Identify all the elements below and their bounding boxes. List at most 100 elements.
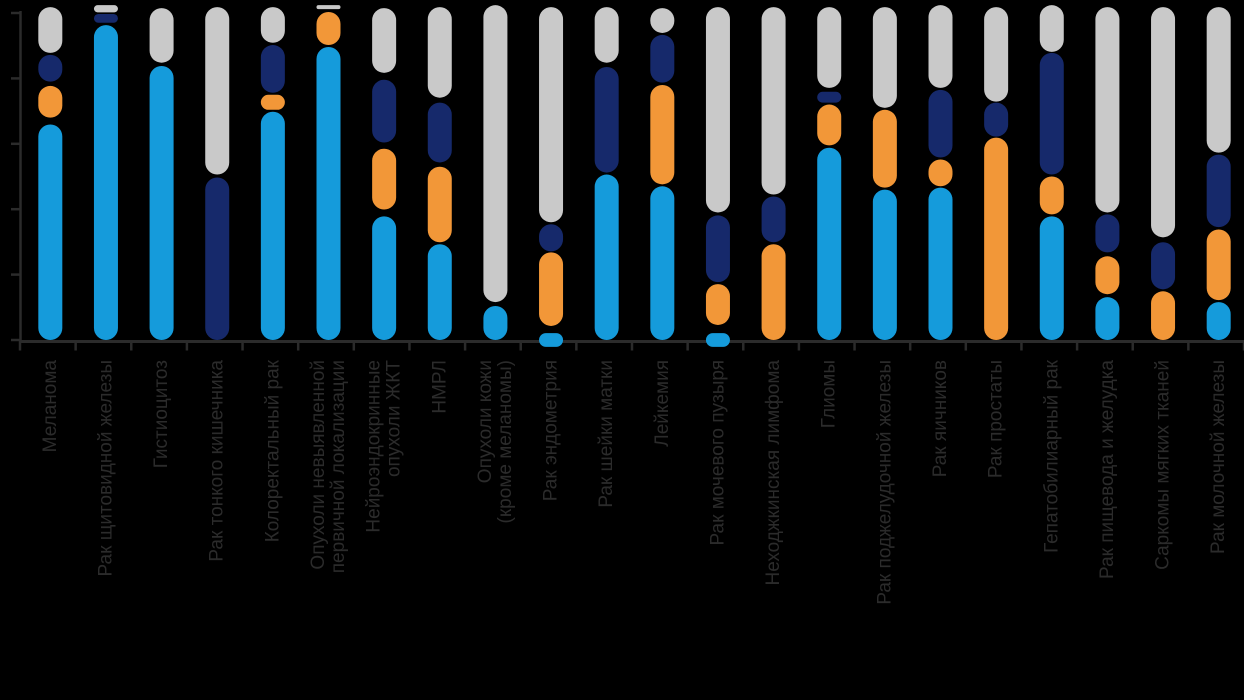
segment-gray-segment (539, 7, 564, 223)
segment-navy-segment (1095, 214, 1120, 253)
segment-light-blue-segment (1039, 216, 1064, 340)
segment-gray-segment (1039, 5, 1064, 52)
segment-orange-segment (817, 104, 842, 146)
segment-orange-segment (872, 109, 897, 188)
segment-light-blue-segment (372, 216, 397, 340)
segment-light-blue-segment (705, 333, 730, 347)
segment-orange-segment (1039, 176, 1064, 215)
category-label: Нейроэндокринные (364, 360, 385, 533)
segment-gray-segment (1095, 7, 1120, 213)
category-label: Колоректальный рак (262, 359, 283, 542)
segment-navy-segment (984, 102, 1009, 137)
segment-navy-segment (1039, 52, 1064, 175)
segment-orange-segment (761, 244, 786, 340)
segment-orange-segment (38, 85, 63, 118)
category-label: Рак щитовидной железы (95, 360, 116, 577)
category-label: Опухоли невыявленной (308, 360, 329, 570)
segment-orange-segment (316, 12, 341, 46)
category-label: Гистиоцитоз (151, 360, 172, 468)
segment-orange-segment (539, 252, 564, 326)
category-label: Рак поджелудочной железы (874, 360, 895, 605)
segment-gray-segment (984, 7, 1009, 102)
category-label: Меланома (40, 360, 61, 453)
category-label: Рак эндометрия (541, 360, 562, 501)
segment-light-blue-segment (149, 65, 174, 340)
segment-light-blue-segment (483, 305, 508, 340)
segment-gray-segment (93, 5, 118, 13)
segment-orange-segment (260, 94, 285, 110)
segment-navy-segment (1206, 154, 1231, 228)
category-label: первичной локализации (328, 360, 349, 573)
segment-orange-segment (427, 166, 452, 243)
category-label: (кроме меланомы) (495, 360, 516, 523)
segment-navy-segment (1151, 242, 1176, 290)
segment-navy-segment (761, 196, 786, 243)
segment-gray-segment (928, 5, 953, 88)
category-label: Лейкемия (652, 360, 673, 447)
segment-light-blue-segment (1206, 302, 1231, 340)
segment-light-blue-segment (594, 174, 619, 340)
category-label: Рак пищевода и желудка (1097, 360, 1118, 579)
segment-light-blue-segment (872, 189, 897, 340)
category-label: Рак тонкого кишечника (207, 360, 228, 562)
segment-navy-segment (594, 66, 619, 173)
segment-light-blue-segment (928, 187, 953, 340)
segment-light-blue-segment (38, 124, 63, 341)
segment-navy-segment (650, 34, 675, 83)
segment-light-blue-segment (427, 244, 452, 340)
segment-orange-segment (984, 137, 1009, 340)
segment-gray-segment (594, 7, 619, 63)
segment-gray-segment (149, 8, 174, 63)
segment-navy-segment (372, 79, 397, 143)
segment-navy-segment (427, 102, 452, 163)
category-label: Саркомы мягких тканей (1153, 360, 1174, 570)
segment-light-blue-segment (817, 147, 842, 340)
segment-light-blue-segment (93, 25, 118, 340)
segment-light-blue-segment (650, 186, 675, 340)
segment-gray-segment (1206, 7, 1231, 153)
segment-navy-segment (705, 215, 730, 283)
segment-light-blue-segment (260, 111, 285, 340)
segment-gray-segment (761, 7, 786, 195)
segment-gray-segment (205, 7, 230, 175)
segment-orange-segment (1095, 256, 1120, 295)
category-label: Рак простаты (986, 360, 1007, 478)
category-label: Рак шейки матки (596, 360, 617, 508)
segment-gray-segment (427, 7, 452, 98)
segment-light-blue-segment (316, 47, 341, 341)
category-label: НМРЛ (429, 360, 450, 414)
segment-orange-segment (928, 159, 953, 187)
category-label: опухоли ЖКТ (384, 360, 405, 477)
category-label: Рак яичников (930, 360, 951, 477)
segment-gray-segment (872, 7, 897, 108)
segment-gray-segment (372, 8, 397, 73)
category-label: Неходжкинская лимфома (763, 360, 784, 586)
segment-gray-segment (38, 7, 63, 53)
segment-navy-segment (38, 54, 63, 82)
segment-orange-segment (1206, 229, 1231, 301)
segment-gray-segment (650, 8, 675, 33)
category-label: Глиомы (819, 360, 840, 428)
segment-navy-segment (817, 91, 842, 103)
segment-gray-segment (1151, 7, 1176, 238)
segment-navy-segment (93, 13, 118, 23)
segment-gray-segment (483, 5, 508, 303)
category-label: Рак мочевого пузыря (707, 360, 728, 545)
segment-gray-segment (817, 7, 842, 88)
segment-navy-segment (205, 177, 230, 340)
segment-light-blue-segment (539, 333, 564, 347)
category-label: Гепатобилиарный рак (1041, 359, 1062, 553)
segment-navy-segment (928, 89, 953, 158)
category-label: Рак молочной железы (1208, 360, 1229, 554)
segment-gray-segment (705, 7, 730, 213)
segment-navy-segment (539, 224, 564, 252)
category-label: Опухоли кожи (475, 360, 496, 483)
segment-orange-segment (650, 84, 675, 185)
segment-light-blue-segment (1095, 297, 1120, 340)
segment-navy-segment (260, 45, 285, 93)
segment-orange-segment (705, 284, 730, 325)
segment-gray-segment (316, 5, 341, 10)
segment-orange-segment (372, 148, 397, 210)
